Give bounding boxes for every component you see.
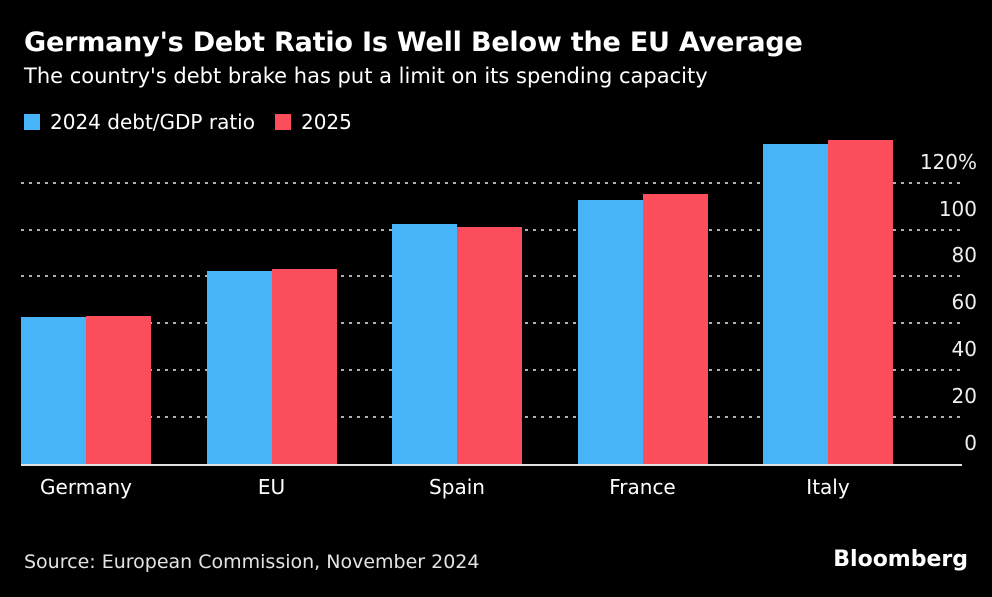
x-axis-label-italy: Italy <box>806 475 850 499</box>
y-axis-label-40: 40 <box>951 337 977 362</box>
x-axis-label-france: France <box>609 475 676 499</box>
source-note: Source: European Commission, November 20… <box>24 551 480 573</box>
chart-subtitle: The country's debt brake has put a limit… <box>24 64 708 88</box>
y-axis-label-100: 100 <box>938 196 977 221</box>
bar-spain-2025 <box>457 226 522 464</box>
bar-france-2024 <box>577 199 643 464</box>
y-axis: 0 20 40 60 80 100 120% <box>907 0 977 464</box>
x-axis-label-spain: Spain <box>429 475 485 499</box>
y-axis-label-60: 60 <box>951 290 977 315</box>
bar-france-2025 <box>642 193 708 464</box>
bar-spain-2024 <box>392 223 457 464</box>
y-axis-label-20: 20 <box>951 384 977 409</box>
bar-italy-2024 <box>763 143 828 464</box>
y-axis-label-0: 0 <box>964 431 977 455</box>
x-axis-label-eu: EU <box>257 475 286 499</box>
gridline-120 <box>21 181 962 184</box>
legend: 2024 debt/GDP ratio 2025 <box>24 112 352 132</box>
bloomberg-logo: Bloomberg <box>833 547 968 572</box>
bar-germany-2025 <box>86 316 151 464</box>
bar-italy-2025 <box>828 140 893 464</box>
legend-swatch-2024-icon <box>24 114 40 130</box>
legend-swatch-2025-icon <box>274 114 291 130</box>
legend-label-2025: 2025 <box>300 110 352 134</box>
bar-eu-2024 <box>206 270 272 464</box>
bar-eu-2025 <box>271 269 337 464</box>
legend-item-2024: 2024 debt/GDP ratio <box>24 112 255 132</box>
plot-area: Germany EU Spain France Italy <box>21 134 962 499</box>
bar-germany-2024 <box>21 317 86 464</box>
chart-title: Germany's Debt Ratio Is Well Below the E… <box>24 27 803 58</box>
legend-label-2024: 2024 debt/GDP ratio <box>50 110 255 134</box>
legend-item-2025: 2025 <box>274 110 352 134</box>
x-axis-label-germany: Germany <box>40 475 132 499</box>
y-axis-label-120: 120% <box>919 149 977 174</box>
y-axis-label-80: 80 <box>951 243 977 268</box>
